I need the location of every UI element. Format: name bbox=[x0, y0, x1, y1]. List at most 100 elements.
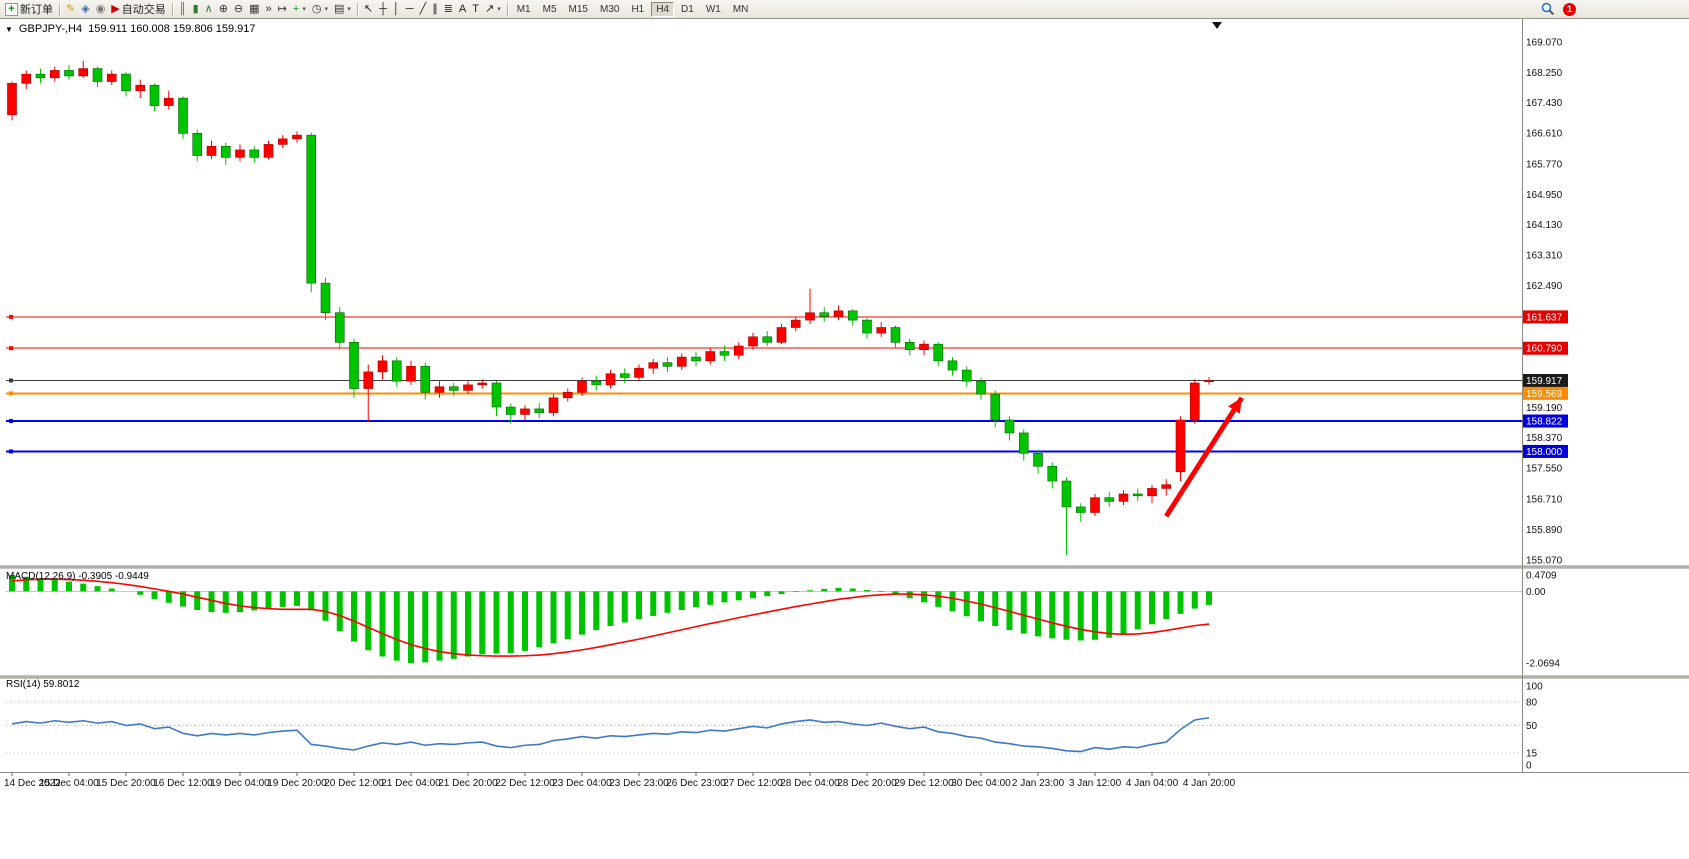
line-chart-button[interactable]: ∧ bbox=[203, 1, 215, 17]
zoom-in-icon: ⊕ bbox=[218, 3, 228, 15]
text-label-button[interactable]: T bbox=[470, 1, 481, 17]
fibonacci-button[interactable]: ≣ bbox=[442, 1, 455, 17]
trend-arrow-annotation[interactable] bbox=[1164, 396, 1244, 518]
time-axis-label: 21 Dec 04:00 bbox=[381, 778, 441, 789]
timeframe-m15-button[interactable]: M15 bbox=[568, 3, 588, 15]
templates-button[interactable]: ▤ ▾ bbox=[332, 1, 353, 17]
data-window-icon: ◉ bbox=[95, 3, 106, 15]
time-axis-label: 23 Dec 04:00 bbox=[552, 778, 612, 789]
autotrading-button-label: 自动交易 bbox=[121, 4, 166, 16]
macd-axis-label: -2.0694 bbox=[1526, 659, 1560, 670]
zoom-out-button[interactable]: ⊖ bbox=[232, 1, 245, 17]
time-axis-label: 26 Dec 23:00 bbox=[666, 778, 726, 789]
rsi-axis-label: 0 bbox=[1526, 761, 1532, 772]
cursor-icon: ↖ bbox=[363, 3, 374, 15]
price-axis-label: 156.710 bbox=[1526, 495, 1563, 506]
time-axis-label: 4 Jan 20:00 bbox=[1183, 778, 1236, 789]
rsi-axis-label: 100 bbox=[1526, 682, 1543, 693]
periods-button[interactable]: ◷ ▾ bbox=[310, 1, 330, 17]
price-axis-label: 168.250 bbox=[1526, 68, 1563, 79]
timeframe-m5-button[interactable]: M5 bbox=[542, 3, 557, 15]
hline-handle[interactable] bbox=[9, 378, 13, 383]
vertical-line-icon: │ bbox=[392, 3, 400, 15]
hline-handle[interactable] bbox=[9, 346, 13, 351]
price-axis-label: 167.430 bbox=[1526, 98, 1563, 109]
price-axis-label: 158.370 bbox=[1526, 433, 1563, 444]
horizontal-line-button[interactable]: ─ bbox=[404, 1, 416, 17]
price-axis-label: 166.610 bbox=[1526, 128, 1563, 139]
indicators-button[interactable]: + ▾ bbox=[291, 1, 308, 17]
channel-button[interactable]: ∥ bbox=[430, 1, 440, 17]
price-badge bbox=[1523, 374, 1568, 388]
time-axis-label: 15 Dec 04:00 bbox=[39, 778, 99, 789]
auto-scroll-button[interactable]: » bbox=[264, 1, 274, 17]
timeframe-m1-button[interactable]: M1 bbox=[516, 3, 531, 15]
price-axis[interactable]: 169.070 168.250 167.430 166.610 165.770 164.9… bbox=[1522, 19, 1569, 772]
price-axis-label: 155.070 bbox=[1526, 555, 1563, 566]
data-window-button[interactable]: ◉ bbox=[94, 1, 108, 17]
text-button[interactable]: A bbox=[457, 1, 468, 17]
tile-windows-button[interactable]: ▦ bbox=[247, 1, 261, 17]
price-badge-label: 161.637 bbox=[1526, 312, 1563, 323]
price-badge-label: 159.569 bbox=[1526, 389, 1563, 400]
price-chart[interactable]: 169.070 168.250 167.430 166.610 165.770 164.9… bbox=[0, 18, 1689, 859]
zoom-in-button[interactable]: ⊕ bbox=[217, 1, 230, 17]
trendline-button[interactable]: ╱ bbox=[418, 1, 429, 17]
one-click-trading-toggle[interactable]: ▼ bbox=[5, 24, 13, 34]
crosshair-button[interactable]: ┼ bbox=[377, 1, 389, 17]
hline-handle[interactable] bbox=[9, 314, 13, 319]
bar-chart-button[interactable]: ║ bbox=[177, 1, 189, 17]
time-axis-label: 19 Dec 20:00 bbox=[267, 778, 327, 789]
rsi-line bbox=[11, 716, 1210, 753]
pane-divider[interactable] bbox=[0, 675, 1689, 679]
timeframe-m30-button[interactable]: M30 bbox=[599, 3, 620, 15]
chart-ohlc-values: 159.911 160.008 159.806 159.917 bbox=[88, 23, 256, 35]
auto-scroll-icon: » bbox=[265, 3, 272, 15]
time-axis-label: 19 Dec 04:00 bbox=[210, 778, 270, 789]
timeframe-d1-button[interactable]: D1 bbox=[681, 3, 694, 15]
new-order-button[interactable]: + 新订单 bbox=[3, 1, 55, 17]
price-badge-label: 159.917 bbox=[1526, 376, 1563, 387]
chart-shift-icon: ↦ bbox=[277, 3, 287, 15]
main-toolbar: + 新订单 ✎ ◈ ◉ ▶ 自动交易 ║ ▮ ∧ ⊕ ⊖ ▦» ↦ + ▾ ◷ ▾ ▤ ▾ ↖ ┼ │ ─ ╱ ∥ ≣ A T ↗ ▾ M1 M… bbox=[0, 0, 1689, 18]
timeframe-w1-button[interactable]: W1 bbox=[705, 3, 721, 15]
chevron-down-icon: ▾ bbox=[324, 6, 328, 13]
price-axis-label: 164.130 bbox=[1526, 220, 1563, 231]
chart-shift-marker[interactable] bbox=[1212, 22, 1222, 29]
pane-divider[interactable] bbox=[0, 565, 1689, 569]
price-axis-label: 169.070 bbox=[1526, 37, 1563, 48]
time-axis-label: 29 Dec 12:00 bbox=[894, 778, 954, 789]
arrows-button[interactable]: ↗ ▾ bbox=[483, 1, 503, 17]
hline-handle[interactable] bbox=[9, 419, 13, 424]
notification-badge[interactable]: 1 bbox=[1563, 2, 1576, 16]
time-axis-label: 4 Jan 04:00 bbox=[1126, 778, 1179, 789]
hline-handle[interactable] bbox=[9, 391, 13, 396]
horizontal-line-icon: ─ bbox=[405, 3, 414, 15]
autotrading-button[interactable]: ▶ 自动交易 bbox=[109, 1, 167, 17]
cursor-button[interactable]: ↖ bbox=[362, 1, 375, 17]
timeframe-h4-button[interactable]: H4 bbox=[651, 1, 675, 17]
hline-handle[interactable] bbox=[9, 449, 13, 454]
price-badge bbox=[1523, 386, 1568, 400]
toolbar-separator bbox=[506, 2, 508, 16]
chevron-down-icon: ▾ bbox=[347, 6, 351, 13]
time-axis-label: 28 Dec 04:00 bbox=[780, 778, 840, 789]
rsi-axis-label: 50 bbox=[1526, 721, 1538, 732]
navigator-button[interactable]: ◈ bbox=[79, 1, 91, 17]
timeframe-h1-button[interactable]: H1 bbox=[631, 3, 645, 15]
candlestick-button[interactable]: ▮ bbox=[191, 1, 201, 17]
chart-shift-button[interactable]: ↦ bbox=[276, 1, 289, 17]
time-axis-label: 23 Dec 23:00 bbox=[609, 778, 669, 789]
zoom-out-icon: ⊖ bbox=[233, 3, 244, 15]
search-button[interactable] bbox=[1539, 1, 1557, 17]
time-axis-label: 2 Jan 23:00 bbox=[1012, 778, 1065, 789]
metaeditor-button[interactable]: ✎ bbox=[64, 1, 77, 17]
macd-axis-label: 0.4709 bbox=[1526, 571, 1557, 582]
horizontal-lines-layer bbox=[6, 314, 1522, 454]
price-badge bbox=[1523, 444, 1568, 458]
vertical-line-button[interactable]: │ bbox=[391, 1, 402, 17]
templates-icon: ▤ bbox=[333, 3, 345, 15]
chart-window: 169.070 168.250 167.430 166.610 165.770 164.9… bbox=[0, 18, 1689, 859]
timeframe-mn-button[interactable]: MN bbox=[732, 3, 749, 15]
